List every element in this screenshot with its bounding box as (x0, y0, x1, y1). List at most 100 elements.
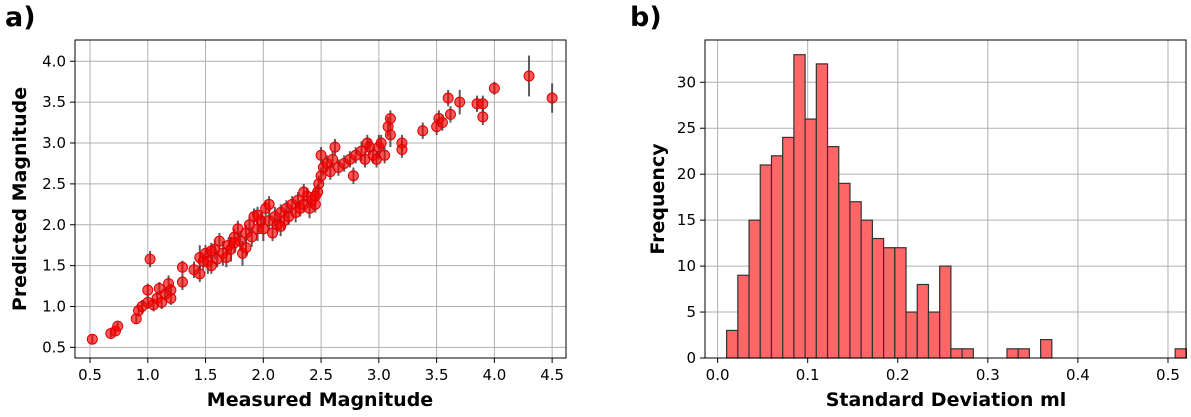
scatter-point (275, 220, 287, 232)
scatter-point (379, 149, 391, 161)
scatter-y-tick-label: 1.0 (42, 297, 66, 315)
scatter-point (165, 284, 177, 296)
scatter-point (257, 223, 269, 235)
histogram-x-tick-label: 0.0 (706, 366, 730, 384)
scatter-x-tick-label: 2.0 (251, 366, 275, 384)
scatter-x-tick-label: 4.0 (482, 366, 506, 384)
histogram-bar (860, 219, 874, 359)
scatter-point (144, 253, 156, 265)
scatter-point (477, 98, 489, 110)
scatter-point (444, 108, 456, 120)
histogram-panel: b) 0.0 0.1 0.2 0.3 0.4 0.5 0 5 10 15 20 25 30 Stand… (630, 2, 1188, 411)
histogram-bar (883, 247, 896, 359)
scatter-x-tick-label: 1.0 (136, 366, 160, 384)
scatter-point (176, 276, 188, 288)
histogram-y-tick-label: 0 (686, 349, 696, 367)
histogram-y-axis-label: Frequency (647, 143, 669, 255)
histogram-y-tick-label: 30 (677, 73, 696, 91)
scatter-point (267, 227, 279, 239)
scatter-y-tick-label: 3.0 (42, 134, 66, 152)
scatter-x-tick-label: 4.5 (540, 366, 564, 384)
histogram-bar (804, 118, 817, 359)
scatter-point (298, 186, 310, 198)
histogram-x-tick-label: 0.4 (1066, 366, 1090, 384)
histogram-x-tick-label: 0.5 (1156, 366, 1180, 384)
histogram-bar (871, 237, 885, 359)
scatter-point (176, 261, 188, 273)
histogram-bar (737, 274, 750, 359)
scatter-point (205, 245, 217, 257)
scatter-point (194, 268, 206, 280)
scatter-y-tick-label: 1.5 (42, 257, 66, 275)
histogram-bar (793, 54, 806, 359)
scatter-x-tick-label: 1.5 (194, 366, 218, 384)
scatter-y-tick-label: 2.0 (42, 216, 66, 234)
scatter-y-ticks: 0.5 1.0 1.5 2.0 2.5 3.0 3.5 4.0 (42, 52, 75, 356)
scatter-x-tick-label: 3.0 (367, 366, 391, 384)
panel-label-b: b) (630, 2, 662, 33)
scatter-point (228, 237, 240, 249)
scatter-y-tick-label: 2.5 (42, 175, 66, 193)
scatter-y-tick-label: 3.5 (42, 93, 66, 111)
panel-label-a: a) (5, 2, 36, 33)
scatter-points (86, 70, 558, 345)
scatter-point (488, 82, 500, 94)
scatter-point (347, 170, 359, 182)
scatter-point (112, 320, 124, 332)
scatter-plot-frame (74, 39, 567, 359)
scatter-point (384, 129, 396, 141)
histogram-bar (815, 63, 829, 359)
scatter-point (213, 235, 225, 247)
scatter-x-axis-label: Measured Magnitude (207, 389, 433, 411)
scatter-x-tick-label: 2.5 (309, 366, 333, 384)
histogram-bar (1174, 348, 1188, 359)
scatter-point (442, 92, 454, 104)
histogram-bars (726, 54, 1188, 359)
histogram-x-tick-label: 0.2 (886, 366, 910, 384)
histogram-bar (826, 146, 840, 359)
scatter-x-tick-label: 0.5 (78, 366, 102, 384)
scatter-point (220, 251, 232, 263)
histogram-y-tick-label: 20 (677, 165, 696, 183)
histogram-plot-frame (704, 39, 1187, 359)
histogram-bar (1017, 348, 1031, 359)
scatter-point (252, 209, 264, 221)
histogram-x-ticks: 0.0 0.1 0.2 0.3 0.4 0.5 (706, 358, 1180, 384)
histogram-bar (939, 265, 952, 359)
scatter-point (263, 198, 275, 210)
histogram-x-tick-label: 0.3 (976, 366, 1000, 384)
histogram-y-tick-label: 5 (686, 303, 696, 321)
scatter-point (396, 144, 408, 156)
scatter-y-tick-label: 4.0 (42, 52, 66, 70)
histogram-bar (782, 136, 795, 359)
scatter-point (417, 125, 429, 137)
histogram-y-tick-label: 10 (677, 257, 696, 275)
histogram-bar (1040, 339, 1053, 359)
scatter-point (375, 137, 387, 149)
scatter-point (384, 112, 396, 124)
histogram-y-tick-label: 25 (677, 119, 696, 137)
scatter-point (477, 111, 489, 123)
histogram-bar (1006, 348, 1019, 359)
histogram-bar (961, 348, 974, 359)
scatter-point (315, 149, 327, 161)
scatter-x-ticks: 0.5 1.0 1.5 2.0 2.5 3.0 3.5 4.0 4.5 (78, 358, 564, 384)
scatter-y-axis-label: Predicted Magnitude (9, 87, 31, 311)
histogram-bar (770, 155, 784, 359)
scatter-x-tick-label: 3.5 (425, 366, 449, 384)
scatter-point (246, 231, 258, 243)
scatter-y-tick-label: 0.5 (42, 338, 66, 356)
scatter-panel: a) 0.5 1.0 1.5 2.0 2.5 3.0 3.5 4.0 4.5 0.5 1.0 1.5… (5, 2, 567, 411)
scatter-point (436, 117, 448, 129)
scatter-point (142, 284, 154, 296)
scatter-point (309, 190, 321, 202)
histogram-y-tick-label: 15 (677, 211, 696, 229)
scatter-point (327, 153, 339, 165)
histogram-bar (905, 311, 918, 359)
scatter-point (86, 333, 98, 345)
histogram-bar (759, 164, 773, 359)
histogram-bar (916, 283, 930, 359)
histogram-bar (927, 311, 941, 359)
histogram-bar (894, 247, 907, 359)
